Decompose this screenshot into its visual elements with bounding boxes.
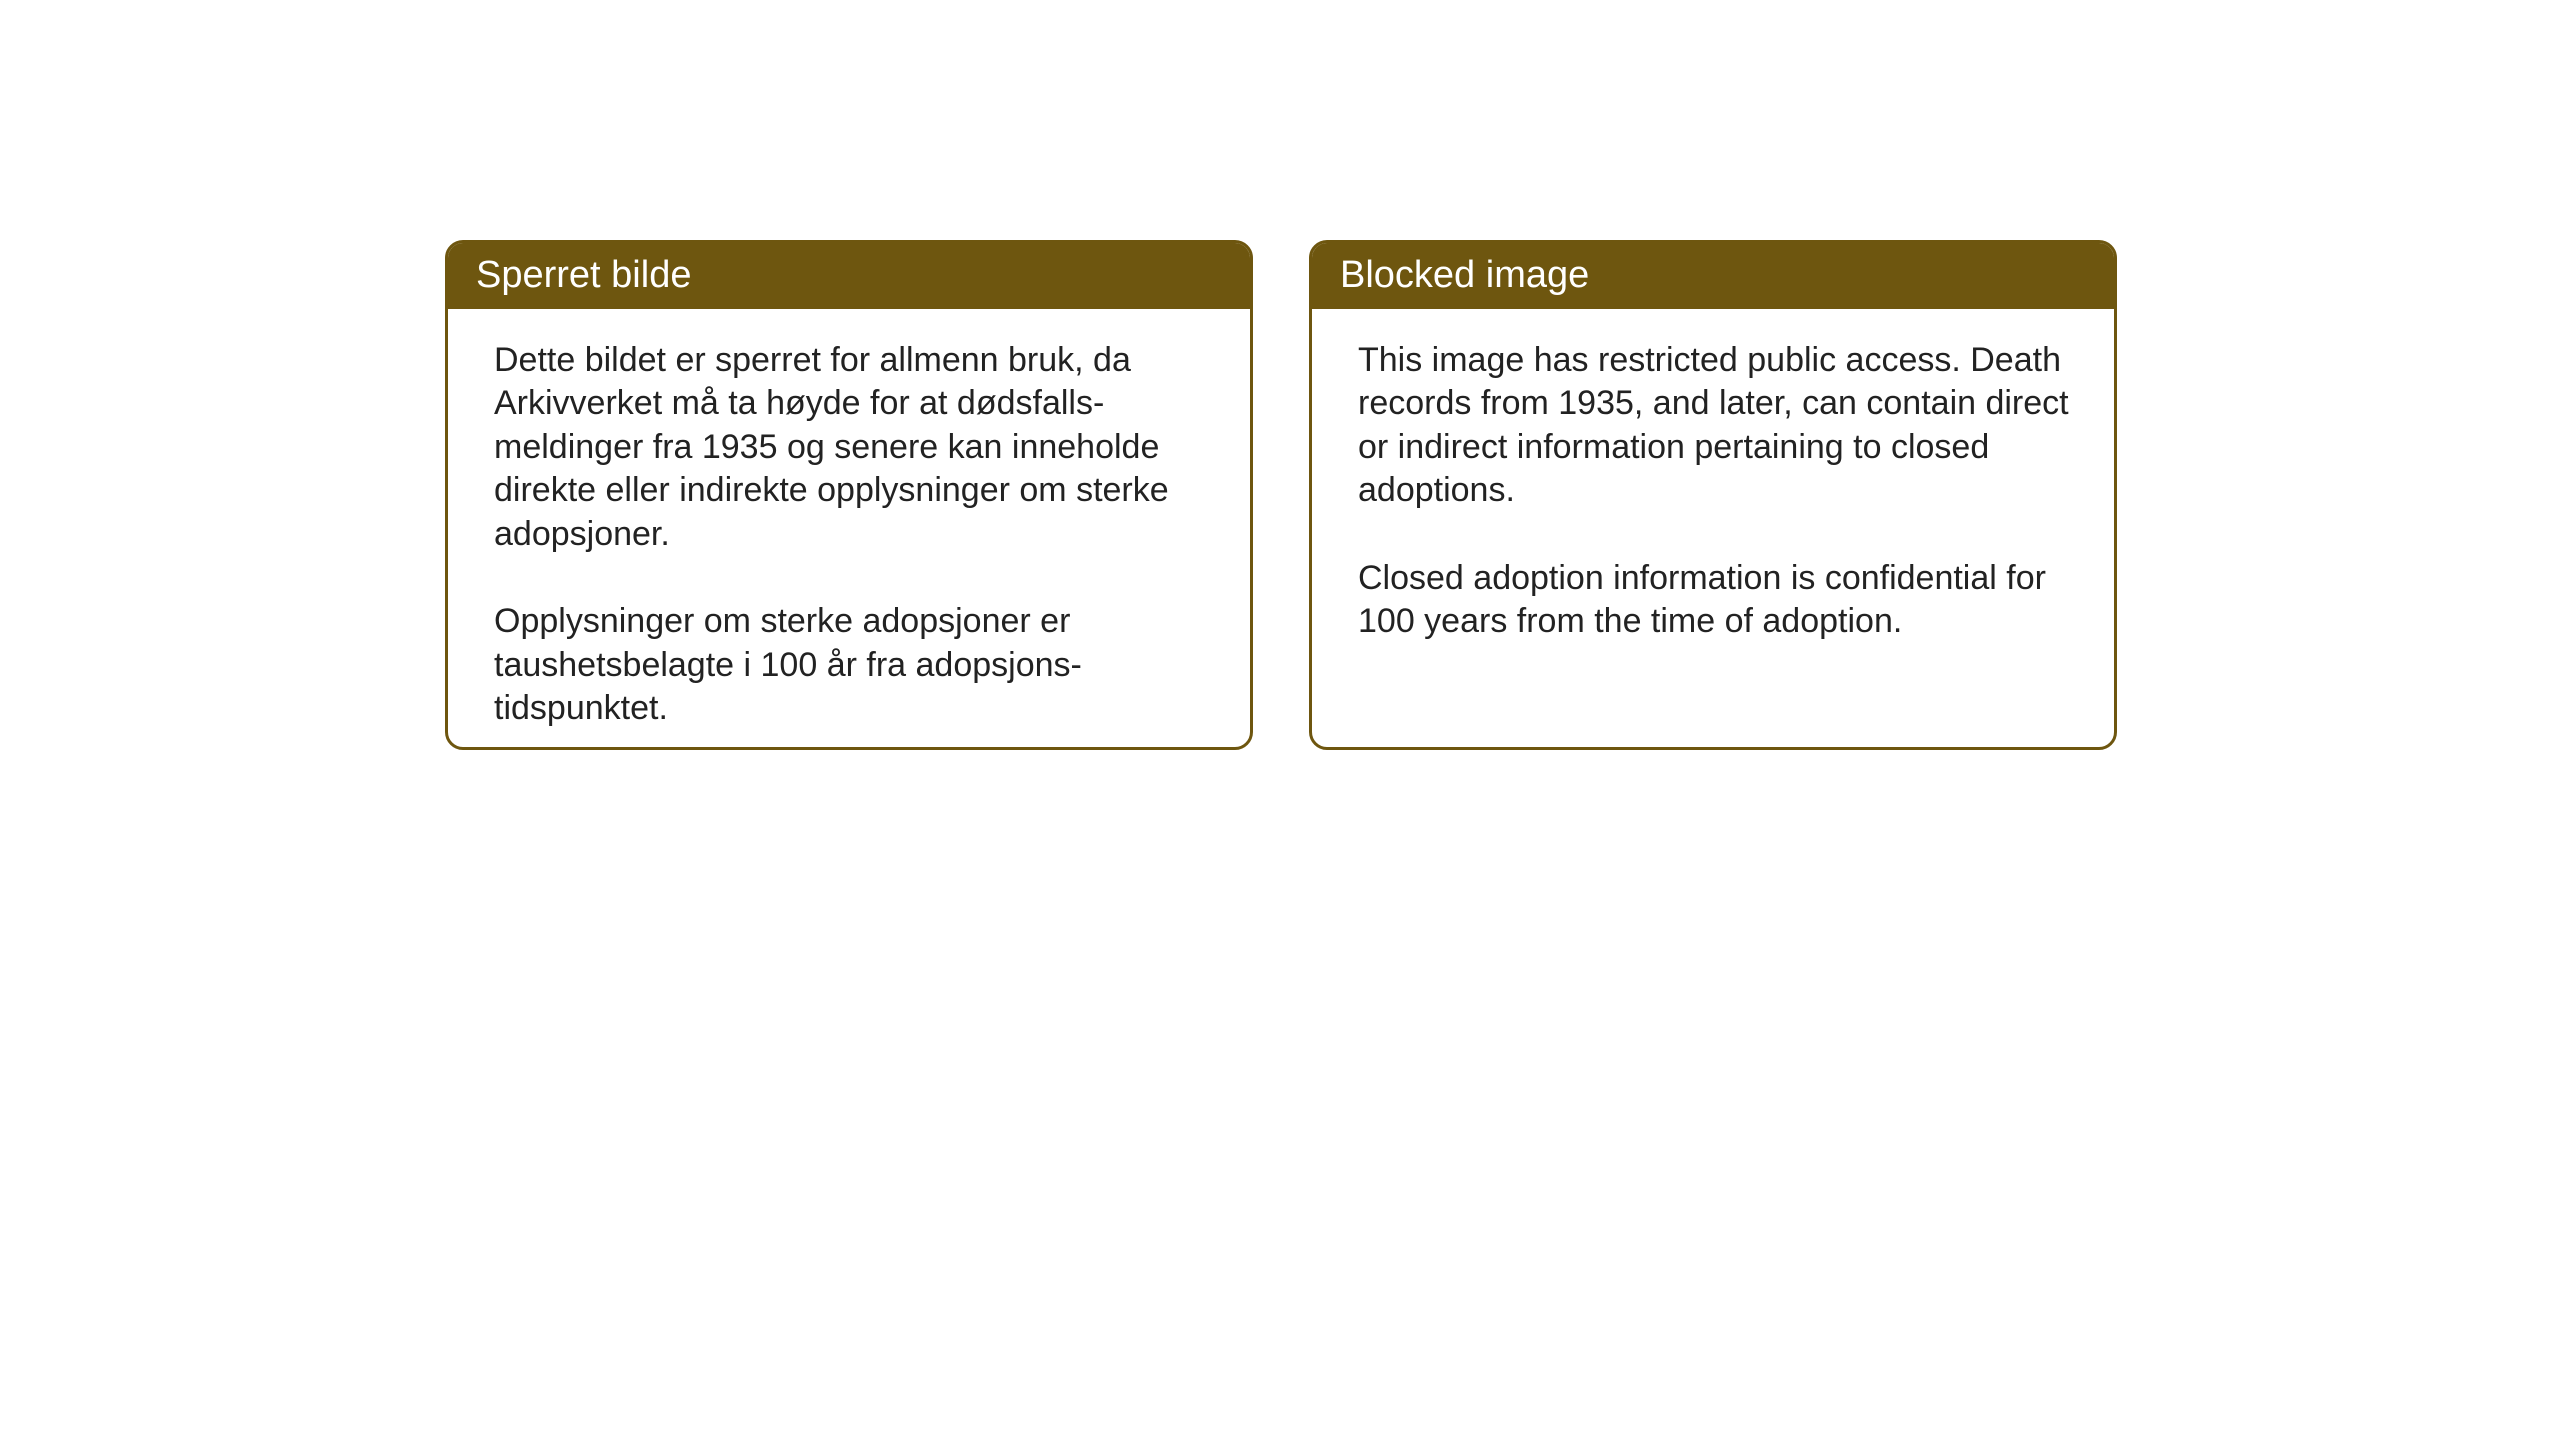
notice-card-norwegian: Sperret bilde Dette bildet er sperret fo… [445,240,1253,750]
card-body-english: This image has restricted public access.… [1312,309,2114,674]
notice-paragraph: Dette bildet er sperret for allmenn bruk… [494,339,1210,557]
notice-paragraph: Closed adoption information is confident… [1358,557,2074,644]
notice-card-english: Blocked image This image has restricted … [1309,240,2117,750]
notice-paragraph: Opplysninger om sterke adopsjoner er tau… [494,600,1210,731]
notice-paragraph: This image has restricted public access.… [1358,339,2074,513]
card-header-norwegian: Sperret bilde [448,243,1250,309]
card-body-norwegian: Dette bildet er sperret for allmenn bruk… [448,309,1250,750]
card-header-english: Blocked image [1312,243,2114,309]
notice-container: Sperret bilde Dette bildet er sperret fo… [445,240,2117,750]
